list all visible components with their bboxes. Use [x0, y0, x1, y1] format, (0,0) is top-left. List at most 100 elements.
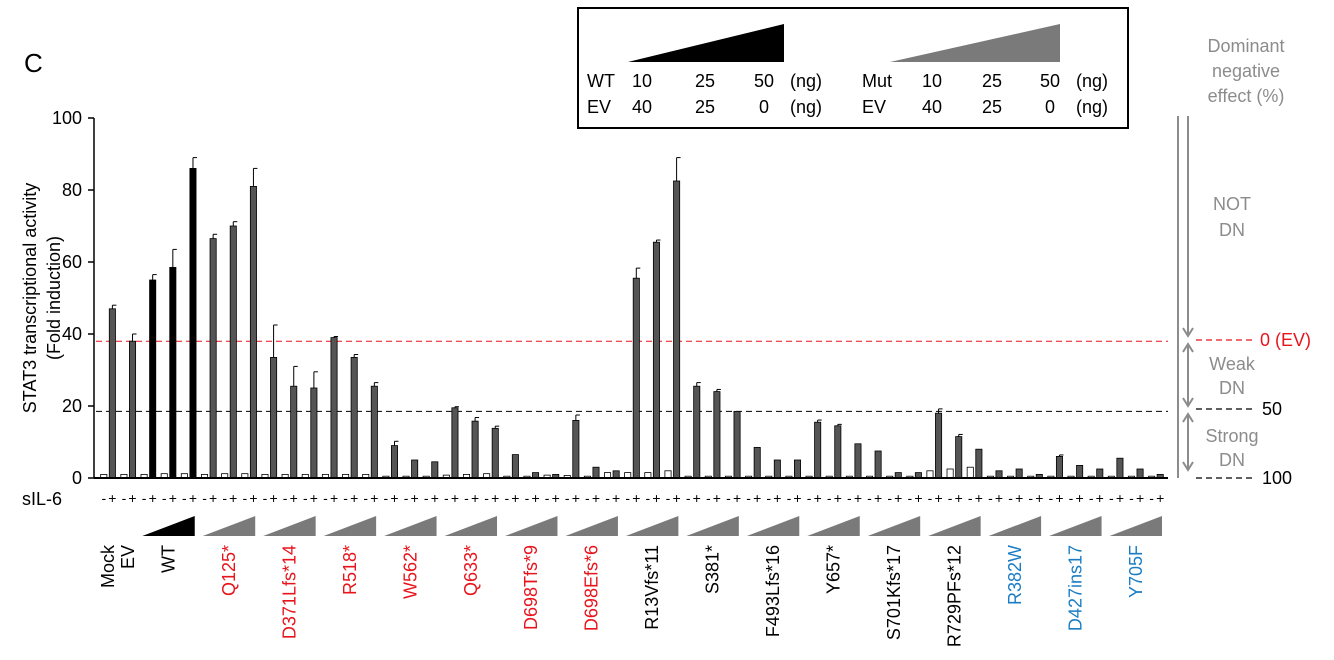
bar-stimulated [1096, 468, 1104, 479]
fifty-ref-label: 50 [1262, 399, 1282, 419]
bar-stimulated [390, 445, 398, 479]
bar-stimulated [794, 459, 802, 479]
sign-plus: + [834, 490, 842, 506]
sign-minus: - [907, 490, 912, 506]
dose-ramp [625, 516, 679, 536]
dn-title-line1: Dominant [1207, 36, 1284, 56]
bar-unstimulated [926, 470, 934, 479]
sign-minus: - [1109, 490, 1114, 506]
dose-ramp [746, 516, 800, 536]
y-tick-label: 60 [62, 252, 82, 272]
bar-stimulated [149, 279, 157, 479]
dominant-negative-annotation: Dominant negative effect (%) NOT DN Weak… [1177, 36, 1311, 488]
group-label: R13Vfs*11 [642, 545, 662, 630]
bar-stimulated [290, 385, 298, 479]
sign-minus: - [625, 490, 630, 506]
sign-minus: - [484, 490, 489, 506]
sign-plus: + [128, 490, 136, 506]
sign-plus: + [1015, 490, 1023, 506]
bar-stimulated [209, 238, 217, 479]
group-label: R729PFs*12 [944, 545, 964, 647]
bar-stimulated [451, 407, 459, 479]
sign-plus: + [249, 490, 257, 506]
sign-minus: - [182, 490, 187, 506]
dn-title-line3: effect (%) [1208, 86, 1285, 106]
sign-minus: - [766, 490, 771, 506]
sign-plus: + [390, 490, 398, 506]
sign-plus: + [189, 490, 197, 506]
sign-minus: - [666, 490, 671, 506]
legend-mut-dose-1: 10 [922, 71, 942, 91]
hundred-ref-label: 100 [1262, 468, 1292, 488]
sign-minus: - [202, 490, 207, 506]
bar-stimulated [471, 420, 479, 479]
bar-stimulated [330, 337, 338, 479]
group-label: Q125* [219, 545, 239, 596]
dose-ramp [1109, 516, 1162, 536]
legend-mut-ev-dose-1: 40 [922, 97, 942, 117]
sign-plus: + [733, 490, 741, 506]
bar-unstimulated [966, 466, 974, 479]
ev-ref-label: 0 (EV) [1260, 330, 1311, 350]
dose-ramp [444, 516, 498, 536]
sign-plus: + [572, 490, 580, 506]
dn-title-line2: negative [1212, 61, 1280, 81]
dose-ramps [142, 516, 1162, 536]
bar-unstimulated [664, 470, 672, 479]
bar-stimulated [431, 461, 439, 479]
bar-stimulated [370, 385, 378, 479]
sign-plus: + [169, 490, 177, 506]
dose-ramp [1049, 516, 1102, 536]
weak-dn-line2: DN [1219, 378, 1245, 398]
y-axis-label-line2: (Fold induction) [44, 236, 64, 360]
sign-minus: - [343, 490, 348, 506]
bars-layer [100, 157, 1164, 479]
sign-minus: - [847, 490, 852, 506]
bar-stimulated [773, 459, 781, 479]
dose-ramp [686, 516, 739, 536]
sign-plus: + [975, 490, 983, 506]
sign-minus: - [444, 490, 449, 506]
not-dn-line1: NOT [1213, 194, 1251, 214]
sign-minus: - [1069, 490, 1074, 506]
sign-plus: + [592, 490, 600, 506]
sign-plus: + [874, 490, 882, 506]
bar-stimulated [572, 419, 580, 479]
group-label: Q633* [461, 545, 481, 596]
bar-stimulated [169, 266, 177, 479]
bar-stimulated [693, 385, 701, 479]
y-tick-label: 20 [62, 396, 82, 416]
sign-plus: + [451, 490, 459, 506]
dose-ramp [565, 516, 618, 536]
sign-minus: - [585, 490, 590, 506]
sign-minus: - [404, 490, 409, 506]
sign-minus: - [1089, 490, 1094, 506]
legend-wt-label: WT [587, 71, 615, 91]
sign-plus: + [269, 490, 277, 506]
sign-plus: + [793, 490, 801, 506]
legend-wt-ev-dose-2: 25 [695, 97, 715, 117]
dose-ramp [867, 516, 921, 536]
sign-plus: + [552, 490, 560, 506]
sign-minus: - [303, 490, 308, 506]
sign-plus: + [713, 490, 721, 506]
y-axis-label-line1: STAT3 transcriptional activity [20, 183, 40, 413]
legend-wt-ev-dose-1: 40 [632, 97, 652, 117]
bar-stimulated [995, 470, 1003, 479]
legend-wt-ev-unit: (ng) [790, 97, 822, 117]
sign-plus: + [310, 490, 318, 506]
sign-minus: - [384, 490, 389, 506]
group-label: F493Lfs*16 [763, 545, 783, 637]
sign-minus: - [142, 490, 147, 506]
legend-wt-dose-1: 10 [632, 71, 652, 91]
group-label: W562* [400, 545, 420, 599]
legend-mut-ramp [890, 24, 1060, 62]
sign-plus: + [1136, 490, 1144, 506]
bar-stimulated [854, 443, 862, 479]
sign-minus: - [746, 490, 751, 506]
sign-minus: - [363, 490, 368, 506]
dose-ramp [142, 516, 195, 536]
group-labels: Mock EV WT Q125* D371Lfs*14 R518* W562* Q633* D6… [98, 544, 1146, 647]
sign-plus: + [773, 490, 781, 506]
legend-wt-unit: (ng) [790, 71, 822, 91]
